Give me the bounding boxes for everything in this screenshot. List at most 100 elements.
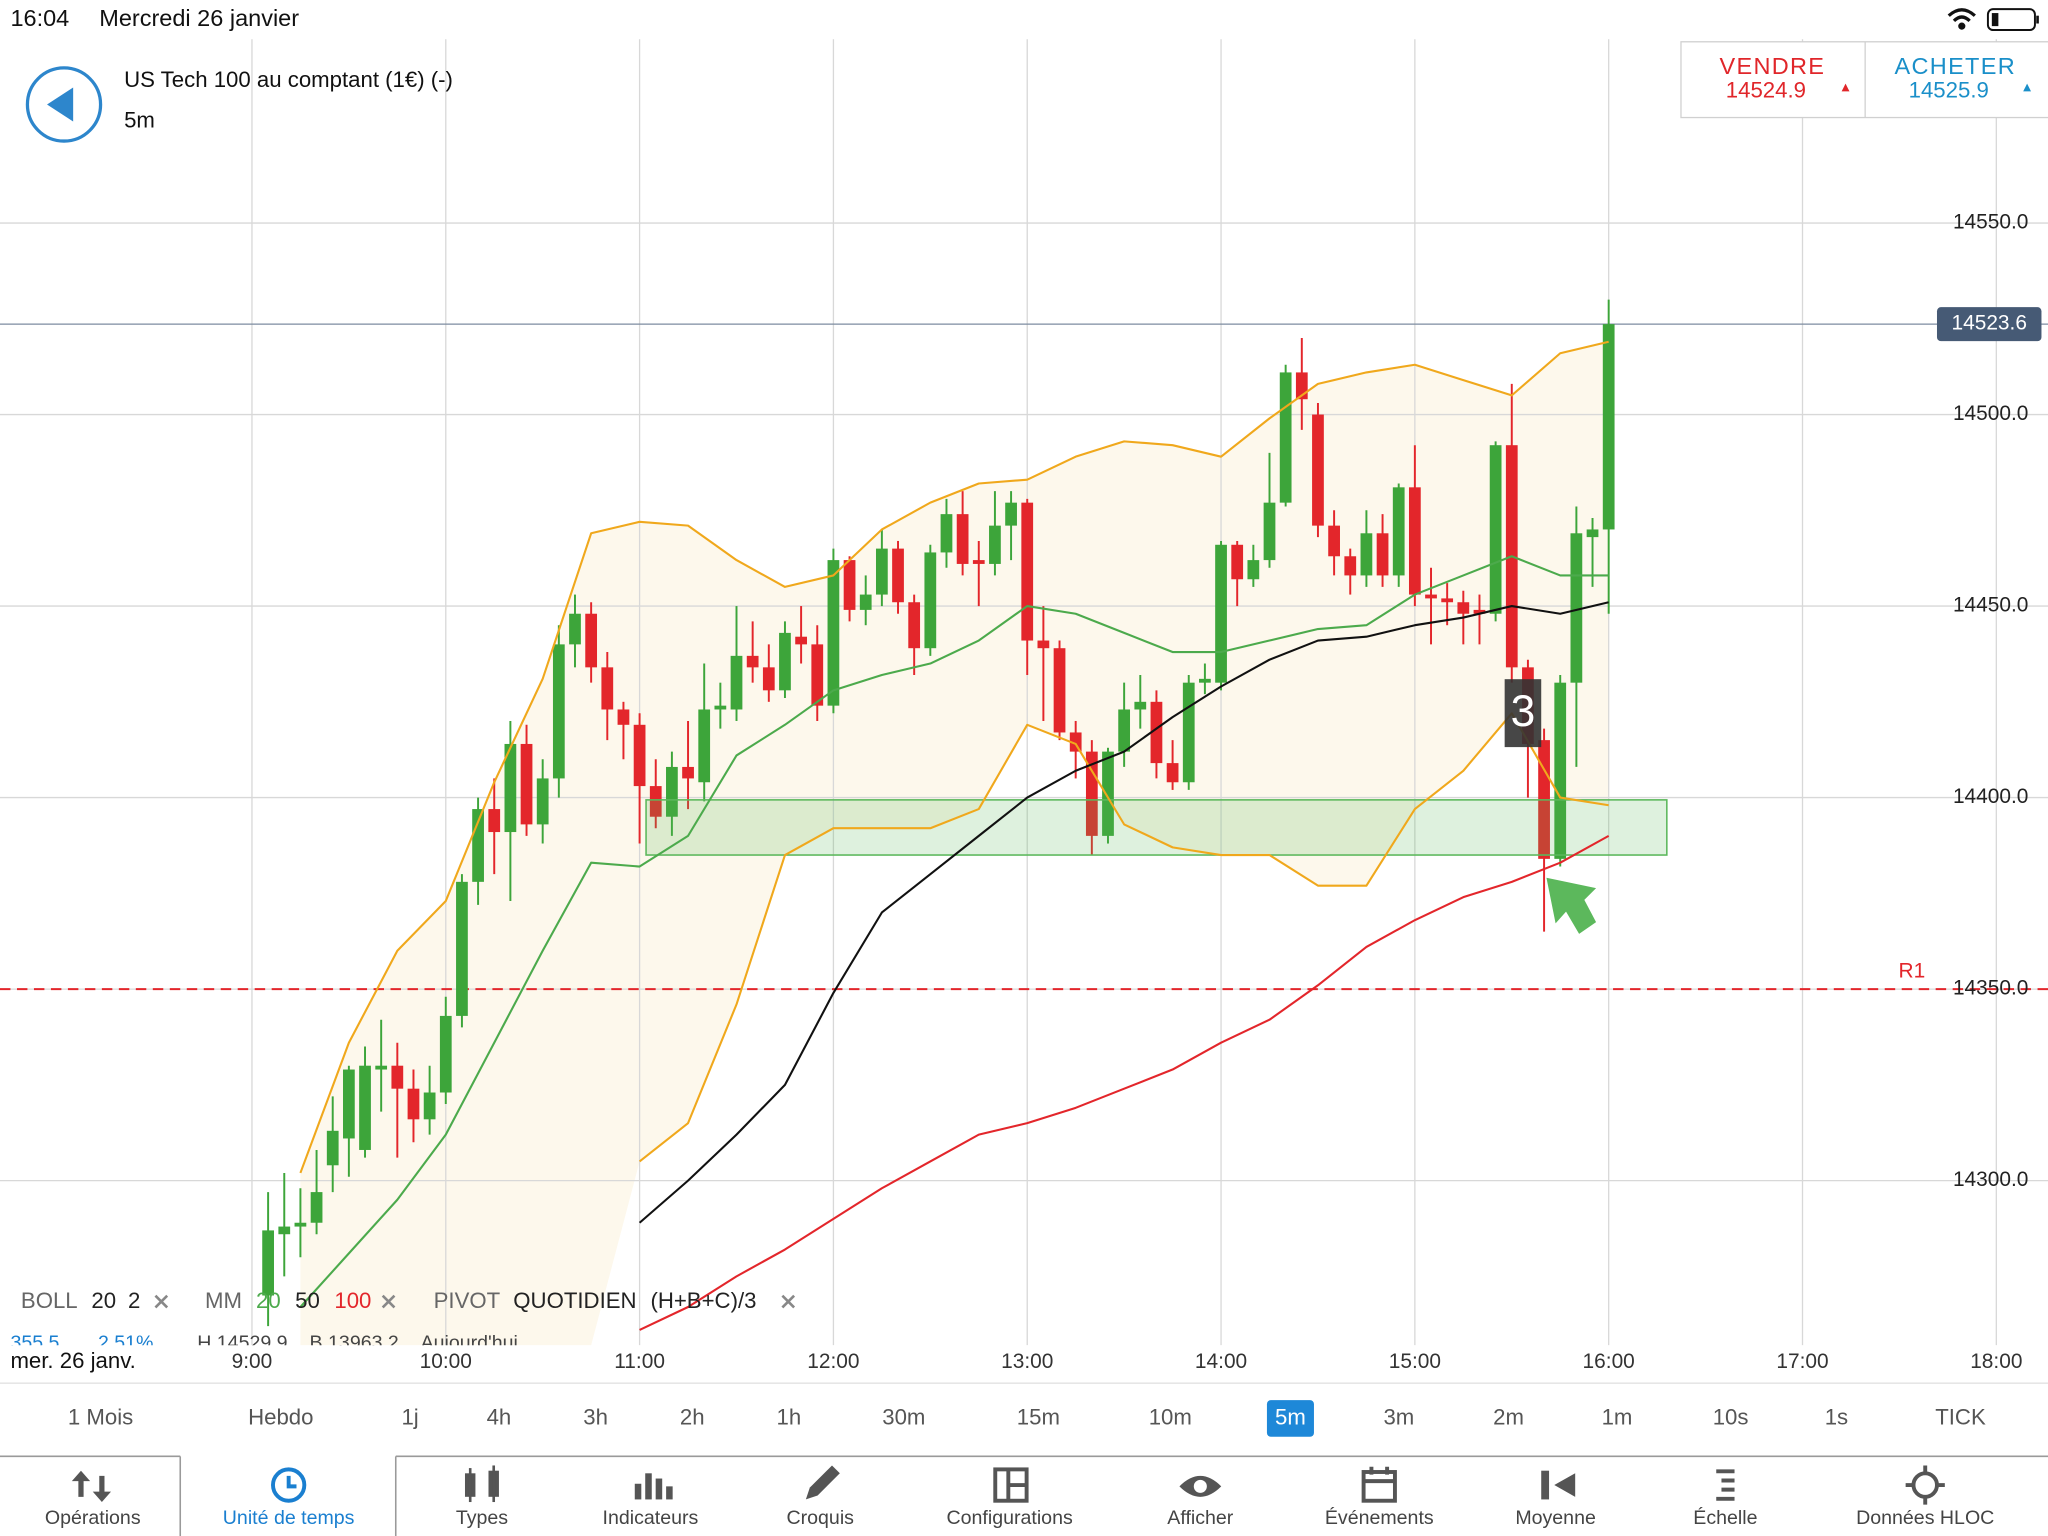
candle-body <box>892 548 904 603</box>
icon-view <box>1179 1475 1222 1497</box>
tick-up <box>1841 83 1850 92</box>
timeframe-button[interactable]: 5m <box>1275 1404 1306 1429</box>
candle-body <box>1570 533 1583 683</box>
candle-body <box>569 613 581 645</box>
candle-body <box>1231 544 1244 580</box>
candle-body <box>1457 602 1470 614</box>
x-tick-label: 15:00 <box>1389 1350 1441 1373</box>
icon-events <box>1361 1466 1397 1503</box>
legend-stat: 355.5 <box>10 1332 59 1354</box>
candle-body <box>552 644 565 779</box>
status-date: Mercredi 26 janvier <box>99 5 299 31</box>
back-button[interactable] <box>25 66 103 143</box>
timeframe-button[interactable]: 1j <box>401 1404 418 1429</box>
candle-body <box>1215 544 1227 683</box>
icon-indicators <box>634 1473 673 1500</box>
sell-label: VENDRE <box>1720 53 1826 79</box>
candle-body <box>956 514 969 564</box>
candle-body <box>1408 487 1421 595</box>
toolbar-button[interactable]: Opérations <box>45 1507 141 1529</box>
x-tick-label: 11:00 <box>614 1350 665 1373</box>
instrument-title: US Tech 100 au comptant (1€) (-) <box>124 67 453 92</box>
candle-body <box>439 1015 452 1093</box>
toolbar-button[interactable]: Croquis <box>787 1507 855 1529</box>
candle-body <box>1118 709 1131 752</box>
annotation-box <box>1504 679 1542 748</box>
bollinger-lower <box>638 712 1609 1163</box>
toolbar-button[interactable]: Moyenne <box>1515 1507 1596 1529</box>
icon-time <box>271 1467 307 1503</box>
buy-button[interactable]: ACHETER 14525.9 <box>1895 53 2032 102</box>
toolbar-button[interactable]: Indicateurs <box>603 1507 699 1529</box>
candle-body <box>326 1130 339 1166</box>
timeframe-button[interactable]: 10m <box>1149 1404 1192 1429</box>
candle-body <box>1602 324 1615 530</box>
legend-entry: 20 <box>256 1288 281 1313</box>
y-tick-label: 14350.0 <box>1953 977 2028 1000</box>
candle-body <box>827 560 840 706</box>
icon-types <box>464 1465 499 1503</box>
candle-body <box>310 1192 323 1223</box>
legend-param: 20 <box>91 1288 116 1313</box>
x-tick-label: 9:00 <box>232 1350 273 1373</box>
timeframe-button[interactable]: 1h <box>777 1404 802 1429</box>
icon-average <box>1541 1470 1576 1500</box>
candle-body <box>972 560 985 564</box>
x-tick-label: 10:00 <box>420 1350 472 1373</box>
toolbar-button[interactable]: Unité de temps <box>223 1507 355 1529</box>
toolbar-button[interactable]: Événements <box>1325 1506 1434 1529</box>
timeframe-button[interactable]: 10s <box>1713 1404 1749 1429</box>
buy-label: ACHETER <box>1895 53 2016 79</box>
toolbar-icons <box>71 1465 1945 1505</box>
timeframe-button[interactable]: 1m <box>1602 1404 1633 1429</box>
chart <box>0 39 2048 1346</box>
candle-body <box>359 1065 371 1150</box>
sell-button[interactable]: VENDRE 14524.9 <box>1720 53 1850 102</box>
toolbar-button[interactable]: Afficher <box>1167 1507 1233 1529</box>
legend-indicator: PIVOT <box>434 1288 501 1313</box>
candle-body <box>698 709 711 783</box>
candle-body <box>762 667 775 691</box>
candle-body <box>1102 751 1114 836</box>
x-axis-band <box>0 1346 2048 1384</box>
candle-body <box>1182 682 1195 783</box>
timeframe-button[interactable]: 3h <box>583 1404 608 1429</box>
toolbar-button[interactable]: Échelle <box>1693 1506 1757 1529</box>
candle-body <box>714 705 727 710</box>
legend-stat: Aujourd'hui <box>421 1332 518 1354</box>
bollinger-upper <box>299 340 1609 1174</box>
timeframe-button[interactable]: 2m <box>1493 1404 1524 1429</box>
moving-average <box>299 555 1609 1308</box>
timeframe-button[interactable]: 30m <box>882 1404 925 1429</box>
candle-body <box>456 881 468 1016</box>
candle-body <box>682 766 694 779</box>
timeframe-button[interactable]: 15m <box>1017 1404 1060 1429</box>
candle-body <box>1134 701 1147 710</box>
toolbar-button[interactable]: Données HLOC <box>1856 1507 1994 1529</box>
x-tick-label: 14:00 <box>1195 1350 1247 1373</box>
toolbar-button[interactable]: Types <box>456 1507 508 1529</box>
timeframe-button[interactable]: Hebdo <box>248 1404 313 1429</box>
legend-close-icons[interactable] <box>154 1294 796 1309</box>
x-tick-label: 17:00 <box>1776 1350 1828 1373</box>
timeframe-button[interactable]: TICK <box>1935 1404 1986 1429</box>
moving-average <box>638 601 1609 1224</box>
timeframe-button[interactable]: 1 Mois <box>68 1404 133 1429</box>
candle-body <box>423 1092 436 1120</box>
timeframe-button[interactable]: 3m <box>1383 1404 1414 1429</box>
legend-stat: H 14529.9 <box>197 1332 287 1354</box>
timeframe-button[interactable]: 4h <box>487 1404 512 1429</box>
wifi-icon <box>1947 8 1976 30</box>
candle-body <box>1279 372 1292 503</box>
toolbar-button[interactable]: Configurations <box>947 1507 1073 1529</box>
candle-body <box>1053 648 1066 733</box>
candle-body <box>649 786 662 817</box>
candle-body <box>488 809 501 833</box>
candle-body <box>1247 560 1260 580</box>
legend-entry: 50 <box>295 1288 320 1313</box>
timeframe-button[interactable]: 2h <box>680 1404 705 1429</box>
timeframe-button[interactable]: 1s <box>1825 1404 1848 1429</box>
candle-body <box>1021 502 1034 641</box>
candle-body <box>1069 732 1082 752</box>
